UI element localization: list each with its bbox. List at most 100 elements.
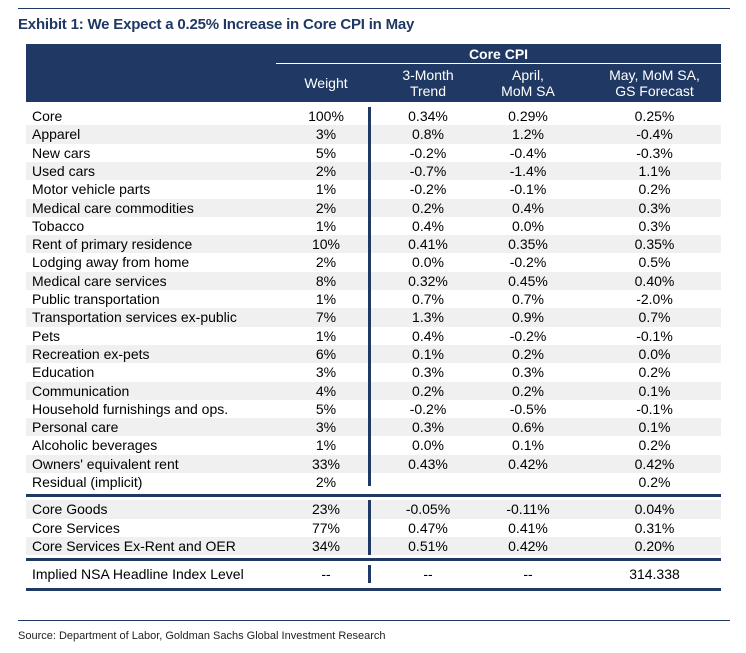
- three-month-cell: 0.0%: [412, 254, 444, 271]
- table-row: Apparel 3% 0.8% 1.2% -0.4%: [26, 125, 721, 144]
- weight-cell: 100%: [308, 108, 344, 124]
- row-label: Alcoholic beverages: [32, 437, 158, 454]
- may-forecast-cell: 0.42%: [634, 455, 675, 472]
- may-forecast-cell: 0.5%: [638, 254, 671, 271]
- row-label: Rent of primary residence: [32, 236, 193, 253]
- three-month-cell: [378, 473, 478, 491]
- weight-cell: 5%: [315, 144, 337, 161]
- group-header-label: Core CPI: [468, 46, 529, 62]
- may-forecast-cell: 0.7%: [638, 309, 671, 326]
- row-label: Medical care services: [32, 272, 167, 289]
- may-forecast-cell: 0.3%: [638, 199, 671, 216]
- weight-cell: 1%: [315, 327, 337, 344]
- weight-cell: 2%: [315, 199, 337, 216]
- april-cell: 0.29%: [508, 108, 548, 124]
- may-forecast-cell: 0.2%: [638, 364, 671, 381]
- may-forecast-cell: 0.35%: [634, 236, 675, 253]
- table-row: Transportation services ex-public 7% 1.3% 0…: [26, 308, 721, 327]
- row-label: Public transportation: [32, 291, 160, 307]
- table-row: Personal care 3% 0.3% 0.6% 0.1%: [26, 418, 721, 437]
- april-cell: 0.41%: [508, 519, 548, 536]
- april-cell: 0.4%: [512, 199, 544, 216]
- row-label: Tobacco: [32, 217, 85, 234]
- weight-cell: 2%: [315, 254, 337, 271]
- may-forecast-cell: 0.40%: [634, 272, 675, 289]
- three-month-cell: -0.2%: [409, 400, 447, 417]
- weight-cell: 1%: [315, 291, 337, 307]
- weight-cell: 3%: [315, 126, 337, 143]
- april-cell: 0.2%: [512, 382, 544, 399]
- table-row: Education 3% 0.3% 0.3% 0.2%: [26, 363, 721, 381]
- weight-cell: --: [321, 566, 331, 583]
- row-label: Core Services: [32, 519, 120, 536]
- three-month-cell: 0.7%: [412, 291, 444, 307]
- three-month-cell: -0.2%: [409, 181, 447, 198]
- weight-cell: 2%: [315, 162, 337, 179]
- april-cell: 0.6%: [512, 419, 544, 436]
- column-divider: [368, 500, 371, 556]
- may-forecast-cell: -0.4%: [636, 126, 673, 143]
- row-label: Medical care commodities: [32, 199, 194, 216]
- three-month-cell: 0.8%: [412, 126, 444, 143]
- may-forecast-cell: -0.1%: [636, 400, 673, 417]
- row-label: Core Goods: [32, 501, 108, 518]
- april-cell: 0.2%: [512, 345, 544, 362]
- may-forecast-cell: 0.20%: [634, 537, 675, 554]
- source-note: Source: Department of Labor, Goldman Sac…: [18, 630, 386, 642]
- table-row: Residual (implicit) 2% 0.2%: [26, 473, 721, 491]
- three-month-cell: 0.43%: [408, 455, 448, 472]
- april-cell: -0.2%: [509, 327, 547, 344]
- weight-cell: 1%: [315, 181, 337, 198]
- column-divider: [368, 565, 371, 584]
- row-label: Recreation ex-pets: [32, 345, 150, 362]
- weight-cell: 4%: [315, 382, 337, 399]
- three-month-cell: 0.1%: [412, 345, 444, 362]
- april-cell: -0.11%: [506, 501, 550, 518]
- column-header-may-forecast: May, MoM SA, GS Forecast: [609, 67, 700, 99]
- april-cell: 0.1%: [512, 437, 544, 454]
- summary-row: Core Services 77% 0.47% 0.41% 0.31%: [26, 519, 721, 537]
- table-row: Lodging away from home 2% 0.0% -0.2% 0.5%: [26, 253, 721, 271]
- weight-cell: 10%: [311, 236, 341, 253]
- weight-cell: 1%: [315, 217, 337, 234]
- weight-cell: 34%: [311, 537, 341, 554]
- three-month-cell: 0.0%: [412, 437, 444, 454]
- section-separator: [26, 494, 721, 498]
- row-label: Household furnishings and ops.: [32, 400, 229, 417]
- three-month-cell: 0.2%: [412, 382, 444, 399]
- row-label: Core: [32, 108, 63, 124]
- weight-cell: 1%: [315, 437, 337, 454]
- three-month-cell: 0.51%: [408, 537, 448, 554]
- top-rule: [18, 8, 730, 9]
- table-row: Owners' equivalent rent 33% 0.43% 0.42% 0.42…: [26, 454, 721, 473]
- weight-cell: 6%: [315, 345, 337, 362]
- april-cell: 1.2%: [512, 126, 544, 143]
- three-month-cell: 0.47%: [408, 519, 448, 536]
- row-label: Core Services Ex-Rent and OER: [32, 537, 236, 554]
- bottom-rule: [18, 620, 730, 621]
- row-label: Motor vehicle parts: [32, 181, 151, 198]
- row-label: Apparel: [32, 126, 81, 143]
- row-label: Lodging away from home: [32, 254, 190, 271]
- column-header-3-month-trend: 3-Month Trend: [402, 67, 454, 99]
- april-cell: -0.1%: [509, 181, 547, 198]
- table-bottom-border: [26, 587, 721, 591]
- weight-cell: 5%: [315, 400, 337, 417]
- row-label: New cars: [32, 144, 91, 161]
- april-cell: --: [523, 566, 533, 583]
- may-forecast-cell: 0.0%: [638, 345, 671, 362]
- table-row: Motor vehicle parts 1% -0.2% -0.1% 0.2%: [26, 180, 721, 198]
- three-month-cell: 0.34%: [408, 108, 448, 124]
- three-month-cell: 0.4%: [412, 217, 444, 234]
- april-cell: -0.5%: [509, 400, 547, 417]
- summary-row: Core Services Ex-Rent and OER 34% 0.51% 0.4…: [26, 536, 721, 556]
- row-label: Communication: [32, 382, 130, 399]
- may-forecast-cell: 1.1%: [638, 162, 671, 179]
- table-row: Tobacco 1% 0.4% 0.0% 0.3%: [26, 217, 721, 235]
- april-cell: -1.4%: [509, 162, 547, 179]
- april-cell: 0.3%: [512, 364, 544, 381]
- three-month-cell: -0.05%: [405, 501, 451, 518]
- row-label: Education: [32, 364, 95, 381]
- may-forecast-cell: 0.1%: [638, 382, 671, 399]
- april-cell: 0.35%: [508, 236, 548, 253]
